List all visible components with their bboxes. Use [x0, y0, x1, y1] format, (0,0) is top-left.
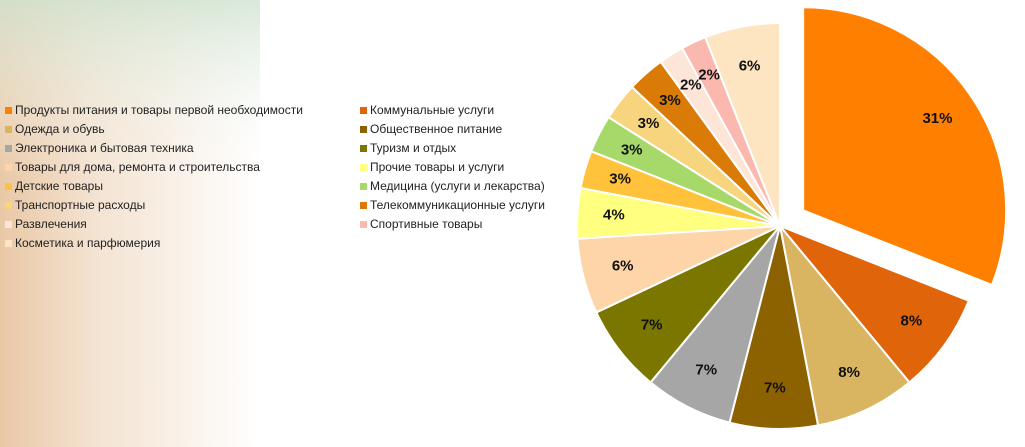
- legend-label: Продукты питания и товары первой необход…: [15, 103, 303, 117]
- legend-swatch: [360, 107, 367, 114]
- legend-swatch: [5, 107, 12, 114]
- pie-slice: [802, 6, 1008, 287]
- pie-slice: [779, 225, 971, 384]
- legend-swatch: [5, 145, 12, 152]
- legend-label: Одежда и обувь: [15, 122, 105, 136]
- legend: Продукты питания и товары первой необход…: [5, 103, 545, 250]
- data-label: 2%: [698, 66, 720, 83]
- legend-label: Коммунальные услуги: [370, 103, 494, 117]
- pie-slice: [779, 225, 911, 427]
- data-label: 31%: [922, 110, 952, 127]
- pie-slice: [703, 21, 781, 227]
- data-label: 4%: [603, 207, 625, 224]
- legend-swatch: [360, 221, 367, 228]
- data-label: 3%: [659, 92, 681, 109]
- legend-label: Электроника и бытовая техника: [15, 141, 194, 155]
- data-label: 3%: [621, 141, 643, 158]
- pie: 31%8%8%7%7%7%6%4%3%3%3%3%2%2%6%: [576, 6, 1008, 430]
- legend-swatch: [5, 221, 12, 228]
- legend-label: Детские товары: [15, 179, 103, 193]
- legend-swatch: [5, 183, 12, 190]
- legend-swatch: [5, 164, 12, 171]
- legend-swatch: [360, 164, 367, 171]
- legend-label: Спортивные товары: [370, 217, 482, 231]
- data-label: 8%: [838, 364, 860, 381]
- data-label: 6%: [612, 257, 634, 274]
- data-label: 7%: [695, 362, 717, 379]
- legend-label: Транспортные расходы: [15, 198, 145, 212]
- map-overlay: [0, 0, 260, 447]
- legend-swatch: [360, 126, 367, 133]
- legend-swatch: [360, 202, 367, 209]
- legend-label: Туризм и отдых: [370, 141, 456, 155]
- legend-swatch: [360, 145, 367, 152]
- data-label: 7%: [641, 317, 663, 334]
- data-label: 7%: [764, 379, 786, 396]
- data-label: 3%: [638, 115, 660, 132]
- legend-swatch: [5, 126, 12, 133]
- legend-label: Телекоммуникационные услуги: [370, 198, 545, 212]
- legend-label: Косметика и парфюмерия: [15, 236, 160, 250]
- legend-label: Товары для дома, ремонта и строительства: [15, 160, 260, 174]
- legend-label: Общественное питание: [370, 122, 503, 136]
- data-label: 6%: [739, 57, 761, 74]
- legend-swatch: [5, 240, 12, 247]
- legend-label: Развлечения: [15, 217, 87, 231]
- data-label: 8%: [901, 312, 923, 329]
- data-label: 3%: [609, 171, 631, 188]
- legend-label: Медицина (услуги и лекарства): [370, 179, 545, 193]
- legend-swatch: [360, 183, 367, 190]
- legend-swatch: [5, 202, 12, 209]
- data-label: 2%: [680, 76, 702, 93]
- legend-label: Прочие товары и услуги: [370, 160, 504, 174]
